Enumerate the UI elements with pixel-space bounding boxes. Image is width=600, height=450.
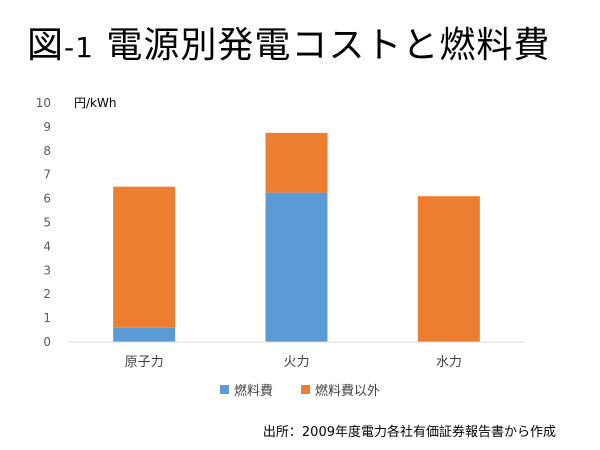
source-note: 出所：2009年度電力各社有価証券報告書から作成	[262, 425, 556, 440]
bar-segment-non-fuel	[113, 186, 176, 328]
category-label: 火力	[283, 355, 309, 370]
legend-swatch-non-fuel	[301, 385, 310, 394]
y-unit-label: 円/kWh	[74, 96, 116, 110]
y-tick-label: 3	[43, 263, 51, 277]
y-tick-label: 9	[43, 120, 51, 134]
legend-item-fuel: 燃料費	[219, 380, 273, 399]
y-tick-label: 2	[43, 287, 51, 301]
y-tick-label: 7	[43, 168, 51, 182]
category-label: 原子力	[125, 355, 164, 370]
y-tick-label: 1	[43, 311, 51, 325]
legend-label-non-fuel: 燃料費以外	[315, 384, 381, 399]
legend-swatch-fuel	[219, 385, 229, 394]
slide-title: 図-1 電源別発電コストと燃料費	[27, 24, 550, 70]
bar-segment-non-fuel	[265, 132, 328, 193]
bars	[113, 132, 480, 342]
title-prefix: 図	[27, 25, 65, 66]
title-number: -1	[64, 31, 94, 64]
category-labels: 原子力 火力 水力	[125, 355, 462, 370]
bar-segment-fuel	[265, 192, 328, 342]
stacked-bar-chart: 0 1 2 3 4 5 6 7 8 9 10 円/kWh 原子力 火力 水力	[36, 96, 525, 370]
y-tick-label: 5	[43, 216, 51, 230]
bar-segment-non-fuel	[417, 196, 480, 342]
y-tick-label: 6	[43, 192, 51, 206]
y-tick-label: 0	[43, 335, 51, 349]
y-tick-label: 10	[36, 96, 51, 110]
title-main: 電源別発電コストと燃料費	[106, 25, 551, 66]
legend-label-fuel: 燃料費	[233, 384, 273, 399]
legend-item-non-fuel: 燃料費以外	[301, 380, 380, 399]
y-axis-ticks: 0 1 2 3 4 5 6 7 8 9 10	[36, 96, 51, 349]
bar-segment-fuel	[113, 327, 176, 342]
legend: 燃料費 燃料費以外	[0, 380, 600, 399]
category-label: 水力	[436, 355, 462, 370]
y-tick-label: 8	[43, 144, 51, 158]
y-tick-label: 4	[43, 239, 51, 253]
